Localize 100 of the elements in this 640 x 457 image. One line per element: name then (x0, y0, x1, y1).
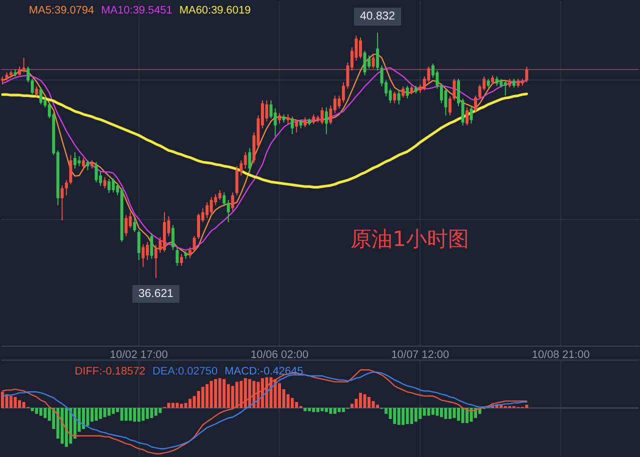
candlestick (69, 154, 72, 185)
candlestick (320, 106, 324, 125)
candlestick (402, 86, 405, 98)
bar (60, 408, 64, 444)
candlestick (171, 224, 174, 251)
candlestick (176, 246, 179, 266)
bar (10, 396, 13, 408)
candlestick (112, 178, 115, 193)
candlestick (244, 152, 247, 170)
bar (86, 408, 90, 426)
candlestick (218, 190, 222, 200)
bar (358, 392, 362, 408)
bar (324, 408, 328, 412)
bar (269, 377, 272, 408)
candlestick (226, 199, 230, 223)
candlestick (406, 85, 409, 100)
candlestick (192, 236, 196, 252)
bar (128, 408, 132, 421)
bar (393, 408, 396, 424)
candlestick (150, 232, 154, 260)
bar (461, 408, 464, 424)
x-tick-label: 10/08 21:00 (532, 349, 590, 362)
bar (218, 378, 222, 408)
bar (69, 408, 72, 444)
candlestick (231, 192, 234, 212)
bar (137, 408, 140, 422)
bar (176, 402, 179, 408)
text: MA10:39.5451 (101, 4, 172, 17)
candlestick (444, 88, 448, 116)
candlestick (64, 180, 68, 196)
bar (197, 390, 200, 408)
bar (457, 408, 460, 421)
bar (248, 379, 252, 408)
bar (167, 402, 170, 408)
candlestick (265, 100, 268, 122)
candlestick (324, 106, 328, 135)
bar (82, 408, 85, 430)
bar (431, 408, 434, 415)
candlestick (30, 78, 34, 96)
candlestick (73, 152, 76, 170)
bar (290, 398, 294, 408)
bar (133, 408, 136, 422)
bar (329, 408, 332, 414)
candlestick (376, 32, 380, 72)
bar (278, 383, 282, 408)
bar (235, 382, 238, 408)
annotation: 36.621 (138, 288, 174, 300)
bar (444, 408, 448, 419)
bar (265, 377, 268, 408)
bar (397, 408, 400, 425)
bar (320, 408, 324, 412)
bar (35, 408, 38, 414)
bar (44, 408, 47, 418)
candlestick (304, 116, 307, 128)
bar (222, 379, 226, 408)
bar (308, 408, 311, 412)
candlestick (290, 116, 294, 135)
candlestick (124, 214, 128, 237)
candlestick (372, 54, 375, 69)
bar (154, 408, 158, 416)
bar (64, 408, 68, 447)
bar (402, 408, 405, 425)
bar (470, 408, 473, 422)
bar (30, 408, 34, 412)
candlestick (235, 166, 238, 196)
bar (214, 379, 218, 408)
candlestick (197, 212, 200, 240)
bar (244, 378, 247, 408)
candlestick (312, 114, 316, 125)
bar (240, 380, 243, 408)
candlestick (188, 246, 192, 259)
x-tick-label: 10/02 17:00 (110, 349, 168, 362)
candlestick (39, 87, 42, 105)
bar (231, 386, 234, 408)
bar (376, 404, 380, 408)
bar (146, 408, 149, 419)
candlestick (86, 160, 90, 171)
bar (427, 408, 430, 416)
bar (418, 408, 422, 419)
bar (410, 408, 414, 424)
bar (414, 408, 418, 422)
candlestick (103, 176, 106, 189)
bar (188, 398, 192, 408)
bar (304, 408, 307, 412)
bar (99, 408, 102, 419)
candlestick (504, 80, 507, 96)
candlestick (368, 54, 371, 69)
bar (295, 402, 298, 408)
bar (368, 396, 371, 408)
bar (406, 408, 409, 424)
candlestick (393, 91, 396, 104)
bar (180, 404, 183, 408)
bar (108, 408, 111, 416)
candlestick (142, 244, 145, 268)
bar (90, 408, 94, 422)
bar (206, 384, 209, 408)
candlestick (133, 218, 136, 233)
candlestick (108, 178, 111, 194)
candlestick (180, 254, 183, 266)
text: MA5:39.0794 (28, 4, 94, 17)
